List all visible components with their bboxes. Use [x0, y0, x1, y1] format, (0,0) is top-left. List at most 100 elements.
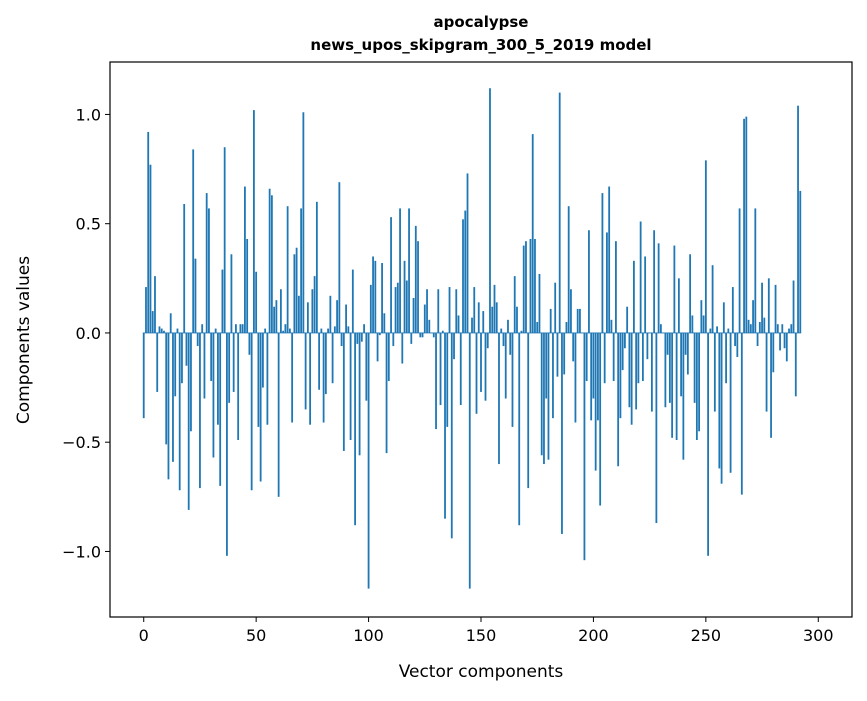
bar-51 — [258, 333, 260, 427]
bar-184 — [557, 333, 559, 377]
bar-270 — [750, 324, 752, 333]
bar-205 — [604, 333, 606, 383]
bar-252 — [709, 329, 711, 333]
bar-141 — [460, 333, 462, 405]
bar-174 — [534, 239, 536, 333]
bar-43 — [240, 324, 242, 333]
bar-16 — [179, 333, 181, 490]
bar-230 — [660, 324, 662, 333]
bar-158 — [498, 333, 500, 464]
bar-145 — [469, 333, 471, 589]
bar-236 — [673, 246, 675, 333]
bar-79 — [320, 329, 322, 333]
bar-221 — [640, 222, 642, 333]
bar-8 — [161, 329, 163, 333]
bar-123 — [419, 333, 421, 337]
bar-242 — [687, 333, 689, 375]
bar-147 — [473, 287, 475, 333]
y-tick-label: −0.5 — [62, 433, 101, 452]
bar-63 — [284, 324, 286, 333]
bar-77 — [316, 202, 318, 333]
bar-131 — [437, 289, 439, 333]
bar-140 — [458, 315, 460, 332]
bar-87 — [338, 182, 340, 333]
bar-286 — [786, 333, 788, 361]
y-axis-label: Components values — [14, 256, 34, 424]
bar-12 — [170, 313, 172, 333]
bar-193 — [577, 309, 579, 333]
bar-41 — [235, 324, 237, 333]
bar-53 — [262, 333, 264, 388]
bar-208 — [611, 320, 613, 333]
bar-32 — [215, 329, 217, 333]
bar-119 — [410, 333, 412, 344]
bar-156 — [494, 285, 496, 333]
bar-261 — [730, 333, 732, 473]
bar-48 — [251, 333, 253, 490]
bar-110 — [390, 217, 392, 333]
bar-211 — [617, 333, 619, 466]
bar-165 — [514, 276, 516, 333]
bar-118 — [408, 208, 410, 333]
bar-285 — [784, 333, 786, 348]
bar-135 — [446, 333, 448, 427]
bar-154 — [489, 88, 491, 333]
bar-121 — [415, 226, 417, 333]
bar-15 — [177, 329, 179, 333]
bar-262 — [732, 287, 734, 333]
bar-164 — [512, 333, 514, 427]
bar-7 — [159, 326, 161, 333]
bar-179 — [545, 333, 547, 399]
bar-196 — [584, 333, 586, 560]
bar-31 — [213, 333, 215, 458]
bar-233 — [667, 333, 669, 355]
bar-246 — [696, 333, 698, 440]
bar-176 — [539, 274, 541, 333]
bar-192 — [575, 333, 577, 423]
x-tick-label: 300 — [803, 626, 834, 645]
bar-122 — [417, 241, 419, 333]
bar-259 — [725, 333, 727, 383]
bar-104 — [377, 333, 379, 361]
bar-60 — [278, 333, 280, 497]
bar-81 — [325, 333, 327, 394]
bar-27 — [204, 333, 206, 399]
bar-107 — [383, 313, 385, 333]
bar-220 — [637, 333, 639, 383]
bar-109 — [388, 333, 390, 381]
bar-240 — [682, 333, 684, 460]
bar-204 — [602, 193, 604, 333]
bar-59 — [275, 300, 277, 333]
y-axis-ticks: −1.0−0.50.00.51.0 — [62, 105, 110, 561]
bar-143 — [464, 211, 466, 333]
bar-207 — [608, 187, 610, 333]
bar-84 — [332, 333, 334, 383]
bar-266 — [741, 333, 743, 495]
bar-213 — [622, 333, 624, 370]
bar-279 — [770, 333, 772, 438]
bar-146 — [471, 318, 473, 333]
x-tick-label: 150 — [466, 626, 497, 645]
bar-5 — [154, 276, 156, 333]
bar-284 — [781, 324, 783, 333]
bar-214 — [624, 333, 626, 348]
bar-0 — [143, 333, 145, 418]
bar-161 — [505, 333, 507, 399]
bar-46 — [246, 239, 248, 333]
bar-224 — [646, 333, 648, 359]
bar-210 — [615, 241, 617, 333]
bar-76 — [314, 276, 316, 333]
bar-243 — [689, 254, 691, 333]
bar-25 — [199, 333, 201, 488]
bar-86 — [336, 300, 338, 333]
bar-289 — [793, 281, 795, 333]
bar-116 — [404, 261, 406, 333]
bar-26 — [201, 324, 203, 333]
bar-114 — [399, 208, 401, 333]
bar-283 — [779, 333, 781, 350]
bar-23 — [195, 259, 197, 333]
bar-13 — [172, 333, 174, 462]
bar-45 — [244, 187, 246, 333]
bar-2 — [147, 132, 149, 333]
bar-169 — [523, 246, 525, 333]
